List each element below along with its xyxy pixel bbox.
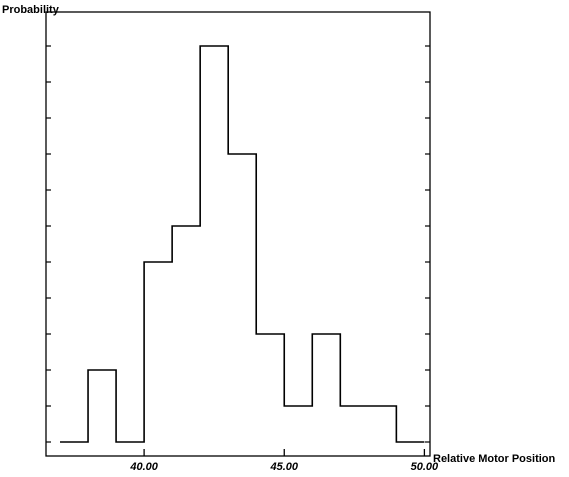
x-axis-tick-labels: 40.00 45.00 50.00 [129,461,439,473]
y-axis-title: Probability [2,4,60,16]
y-axis-ticks [46,45,430,443]
x-tick-label: 45.00 [269,461,298,473]
x-axis-title: Relative Motor Position [433,453,556,465]
x-axis-ticks [143,449,426,456]
x-tick-label: 40.00 [129,461,158,473]
x-tick-label: 50.00 [411,461,439,473]
plot-frame [45,11,431,457]
histogram-step-line [60,45,425,443]
